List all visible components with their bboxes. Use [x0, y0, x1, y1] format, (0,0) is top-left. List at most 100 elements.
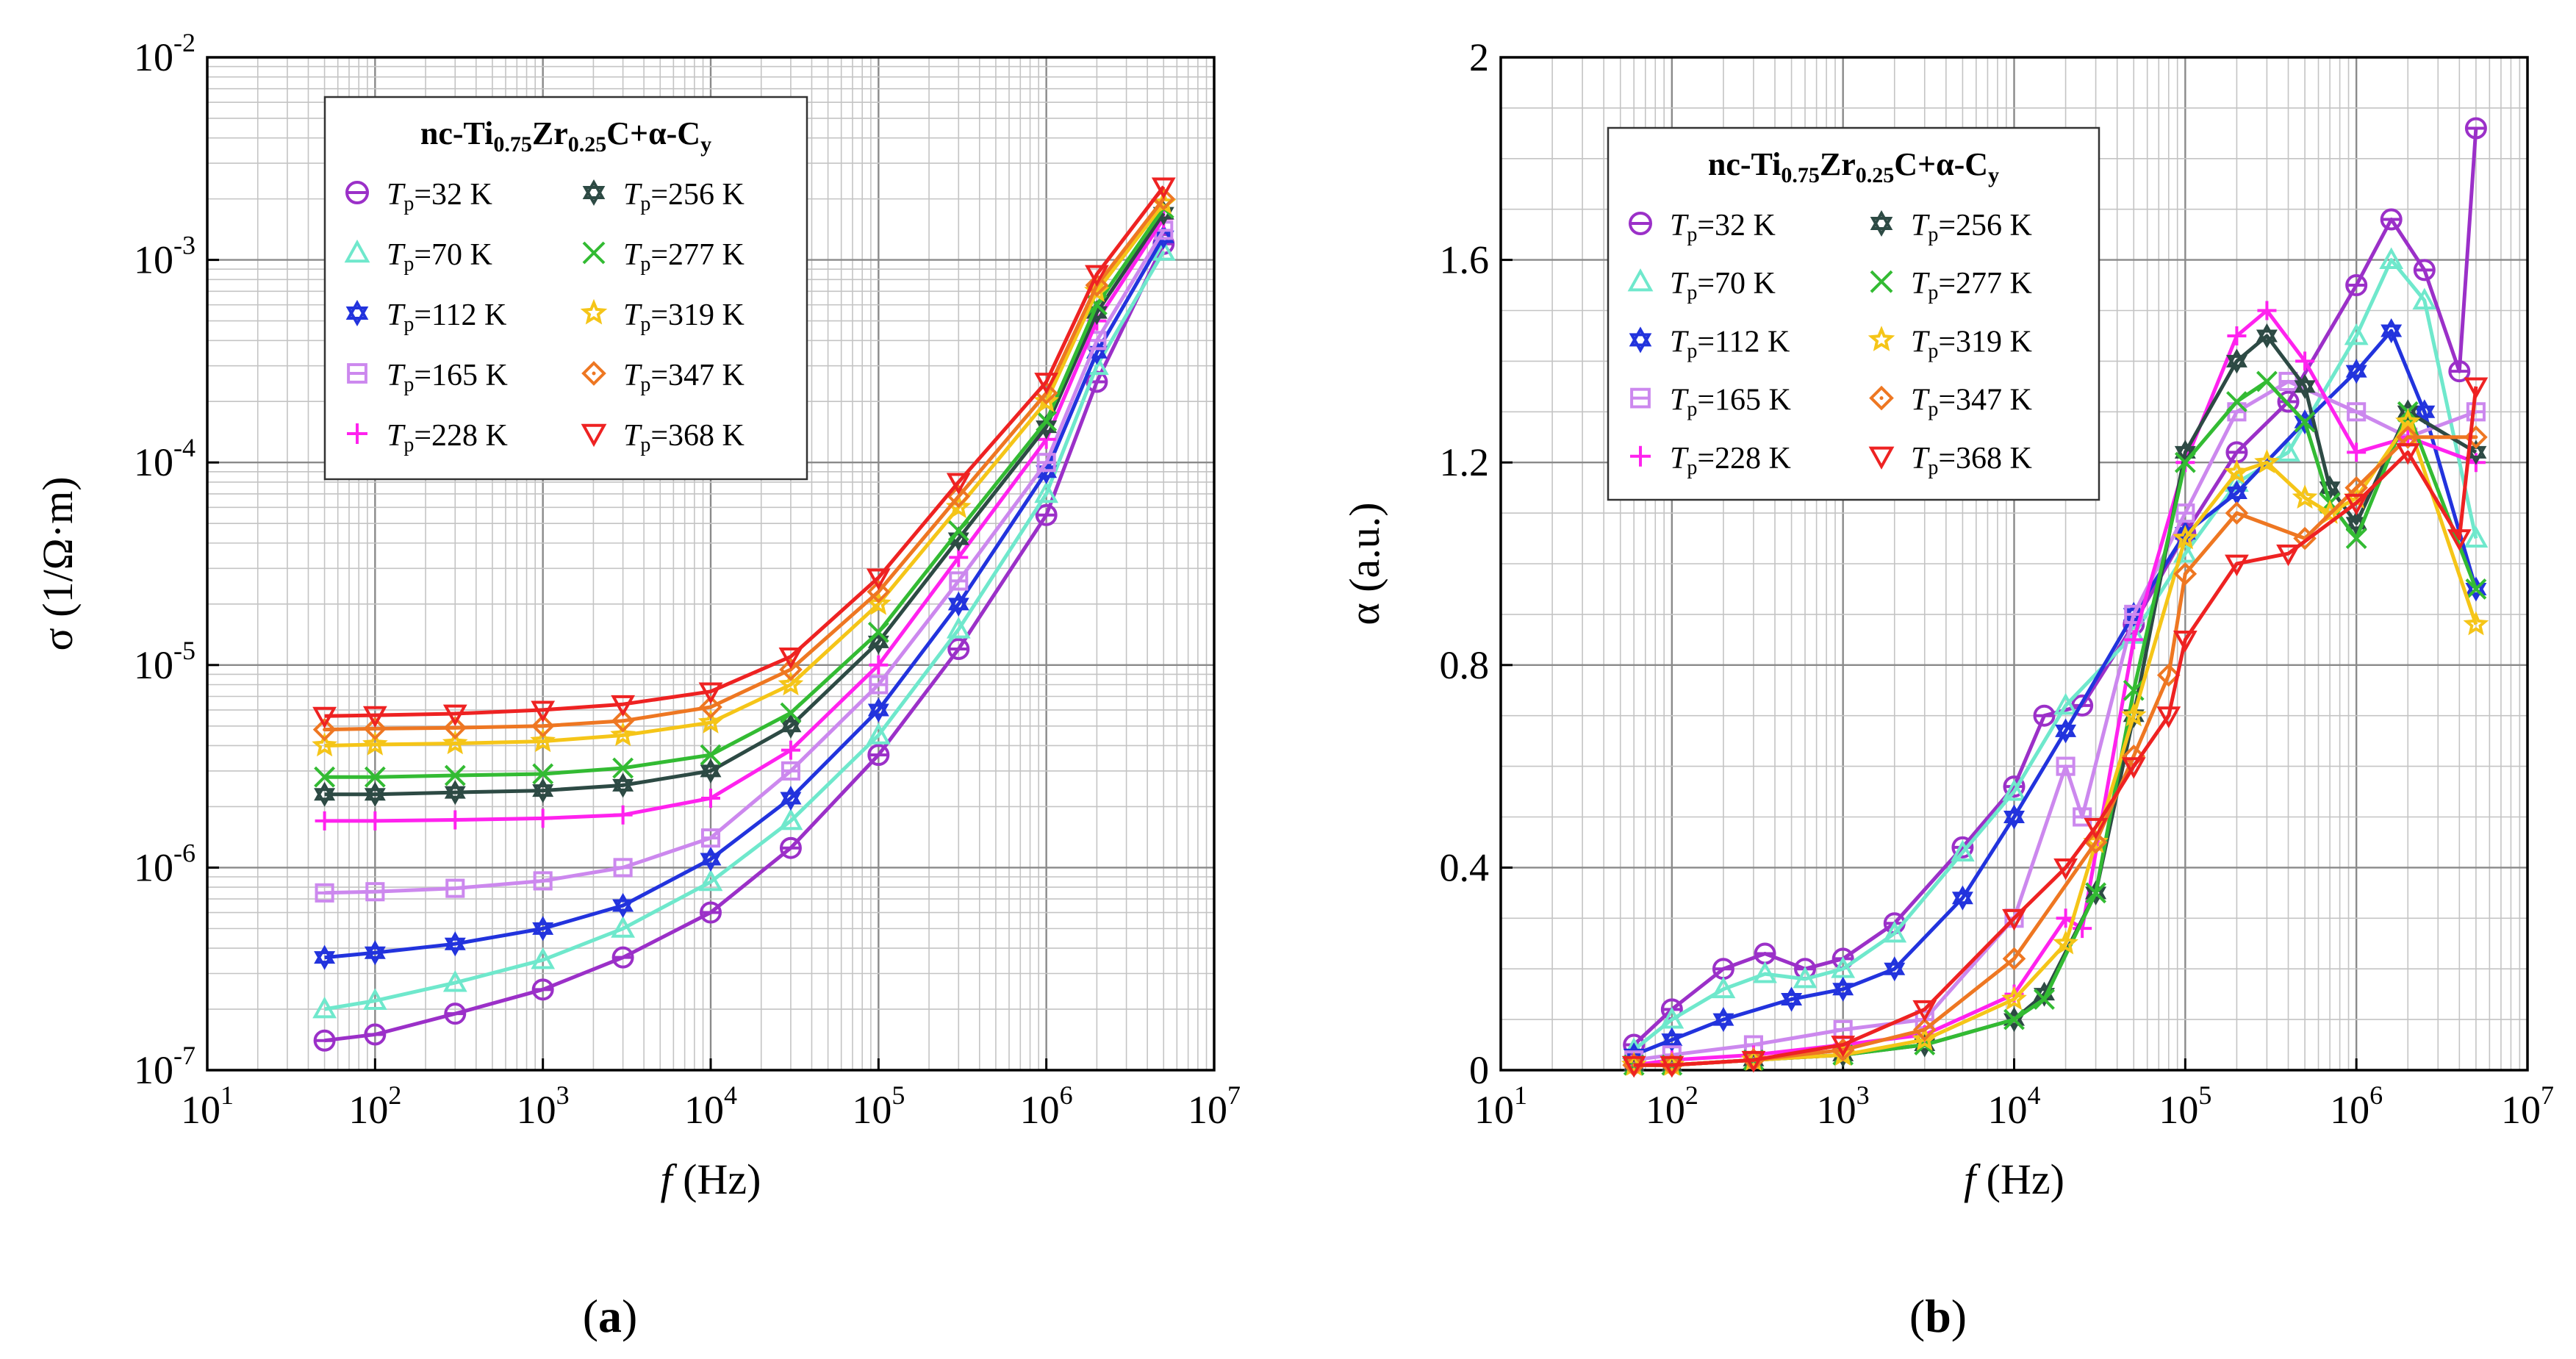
data-point [1951, 839, 1975, 862]
data-point [314, 781, 336, 807]
data-point [2379, 247, 2404, 269]
data-point [312, 706, 337, 729]
data-point [1912, 1018, 1937, 1041]
y-tick-label: 2 [1469, 35, 1489, 79]
data-point [611, 695, 636, 717]
data-point [444, 764, 466, 786]
data-point [531, 714, 555, 738]
legend-label: Tp=347 K [1911, 384, 2032, 421]
y-tick-label: 10-3 [134, 231, 195, 282]
legend-label: Tp=228 K [1670, 442, 1791, 479]
data-point [2034, 989, 2055, 1010]
x-tick-label: 101 [181, 1080, 234, 1132]
series-line [1634, 420, 2478, 1067]
data-point [2225, 554, 2249, 577]
data-point [1712, 1007, 1734, 1033]
data-point [2002, 908, 2026, 931]
data-point [531, 947, 556, 969]
data-point [2344, 323, 2369, 345]
data-point [2121, 757, 2146, 779]
data-point [2003, 775, 2026, 798]
data-point [867, 697, 889, 722]
legend-label: Tp=228 K [387, 419, 508, 456]
series-line [324, 185, 1166, 718]
series-line [1633, 329, 2478, 1057]
data-point [312, 732, 337, 757]
data-point [1660, 1006, 1685, 1029]
data-point [2447, 529, 2472, 551]
data-point [2292, 484, 2318, 509]
data-point [2156, 706, 2181, 728]
data-point [700, 901, 722, 924]
series-tp-368-k [1621, 377, 2489, 1078]
data-point [612, 772, 634, 798]
data-point [313, 1029, 336, 1052]
legend-marker [580, 298, 608, 325]
data-point [315, 883, 334, 903]
data-point [2053, 930, 2078, 955]
data-point [445, 810, 465, 830]
series-tp-228-k [315, 209, 1174, 831]
legend-marker [581, 361, 606, 386]
data-point [700, 846, 722, 872]
data-point [2257, 301, 2277, 320]
series-tp-256-k [314, 201, 1174, 807]
data-point [1036, 453, 1056, 473]
series-tp-368-k [312, 177, 1176, 729]
data-point [2344, 493, 2369, 516]
data-point [2124, 630, 2144, 650]
data-point [1793, 966, 1818, 989]
data-point [2466, 402, 2486, 422]
y-tick-label: 0.4 [1440, 845, 1490, 889]
data-point [365, 811, 385, 831]
data-point [314, 944, 336, 970]
data-point [1912, 1000, 1937, 1022]
panel-label: (b) [1909, 1290, 1967, 1342]
data-point [2464, 526, 2489, 548]
legend-label: Tp=368 K [1911, 442, 2032, 479]
data-point [444, 780, 466, 806]
legend-marker [1630, 387, 1651, 409]
data-point [2465, 578, 2487, 600]
series-line [324, 207, 1166, 779]
x-tick-label: 103 [517, 1080, 570, 1132]
series-line [324, 243, 1166, 1043]
series-tp-277-k [314, 197, 1174, 788]
data-point [946, 473, 971, 495]
legend-label: Tp=368 K [623, 419, 745, 456]
data-point [1035, 503, 1058, 526]
legend-label: Tp=277 K [623, 238, 745, 276]
data-point [530, 728, 556, 753]
data-point [2053, 858, 2078, 881]
legend-marker [1868, 446, 1895, 470]
data-point [1085, 265, 1109, 287]
x-tick-label: 101 [1474, 1080, 1527, 1132]
data-point [779, 836, 802, 859]
data-point [701, 789, 720, 808]
data-point [2003, 1008, 2025, 1030]
data-point [1660, 1055, 1685, 1078]
x-tick-label: 105 [852, 1080, 905, 1132]
legend-marker [345, 181, 369, 204]
y-tick-label: 10-2 [134, 28, 195, 79]
data-point [2085, 882, 2107, 904]
data-point [362, 706, 387, 728]
data-point [2225, 348, 2247, 374]
legend-box [323, 96, 808, 481]
data-point [2413, 259, 2436, 282]
series-line [324, 212, 1166, 797]
data-point [2225, 501, 2249, 525]
x-tick-label: 105 [2159, 1080, 2211, 1132]
data-point [532, 763, 554, 785]
legend-marker [1870, 209, 1893, 237]
data-point [698, 869, 723, 892]
series-line [324, 235, 1166, 960]
legend-label: Tp=70 K [1670, 267, 1776, 304]
data-point [867, 621, 889, 643]
legend-marker [1627, 268, 1654, 292]
legend-marker [347, 423, 367, 444]
data-point [532, 778, 554, 803]
data-point [362, 988, 387, 1011]
legend-label: Tp=165 K [387, 359, 508, 396]
data-point [700, 744, 722, 766]
